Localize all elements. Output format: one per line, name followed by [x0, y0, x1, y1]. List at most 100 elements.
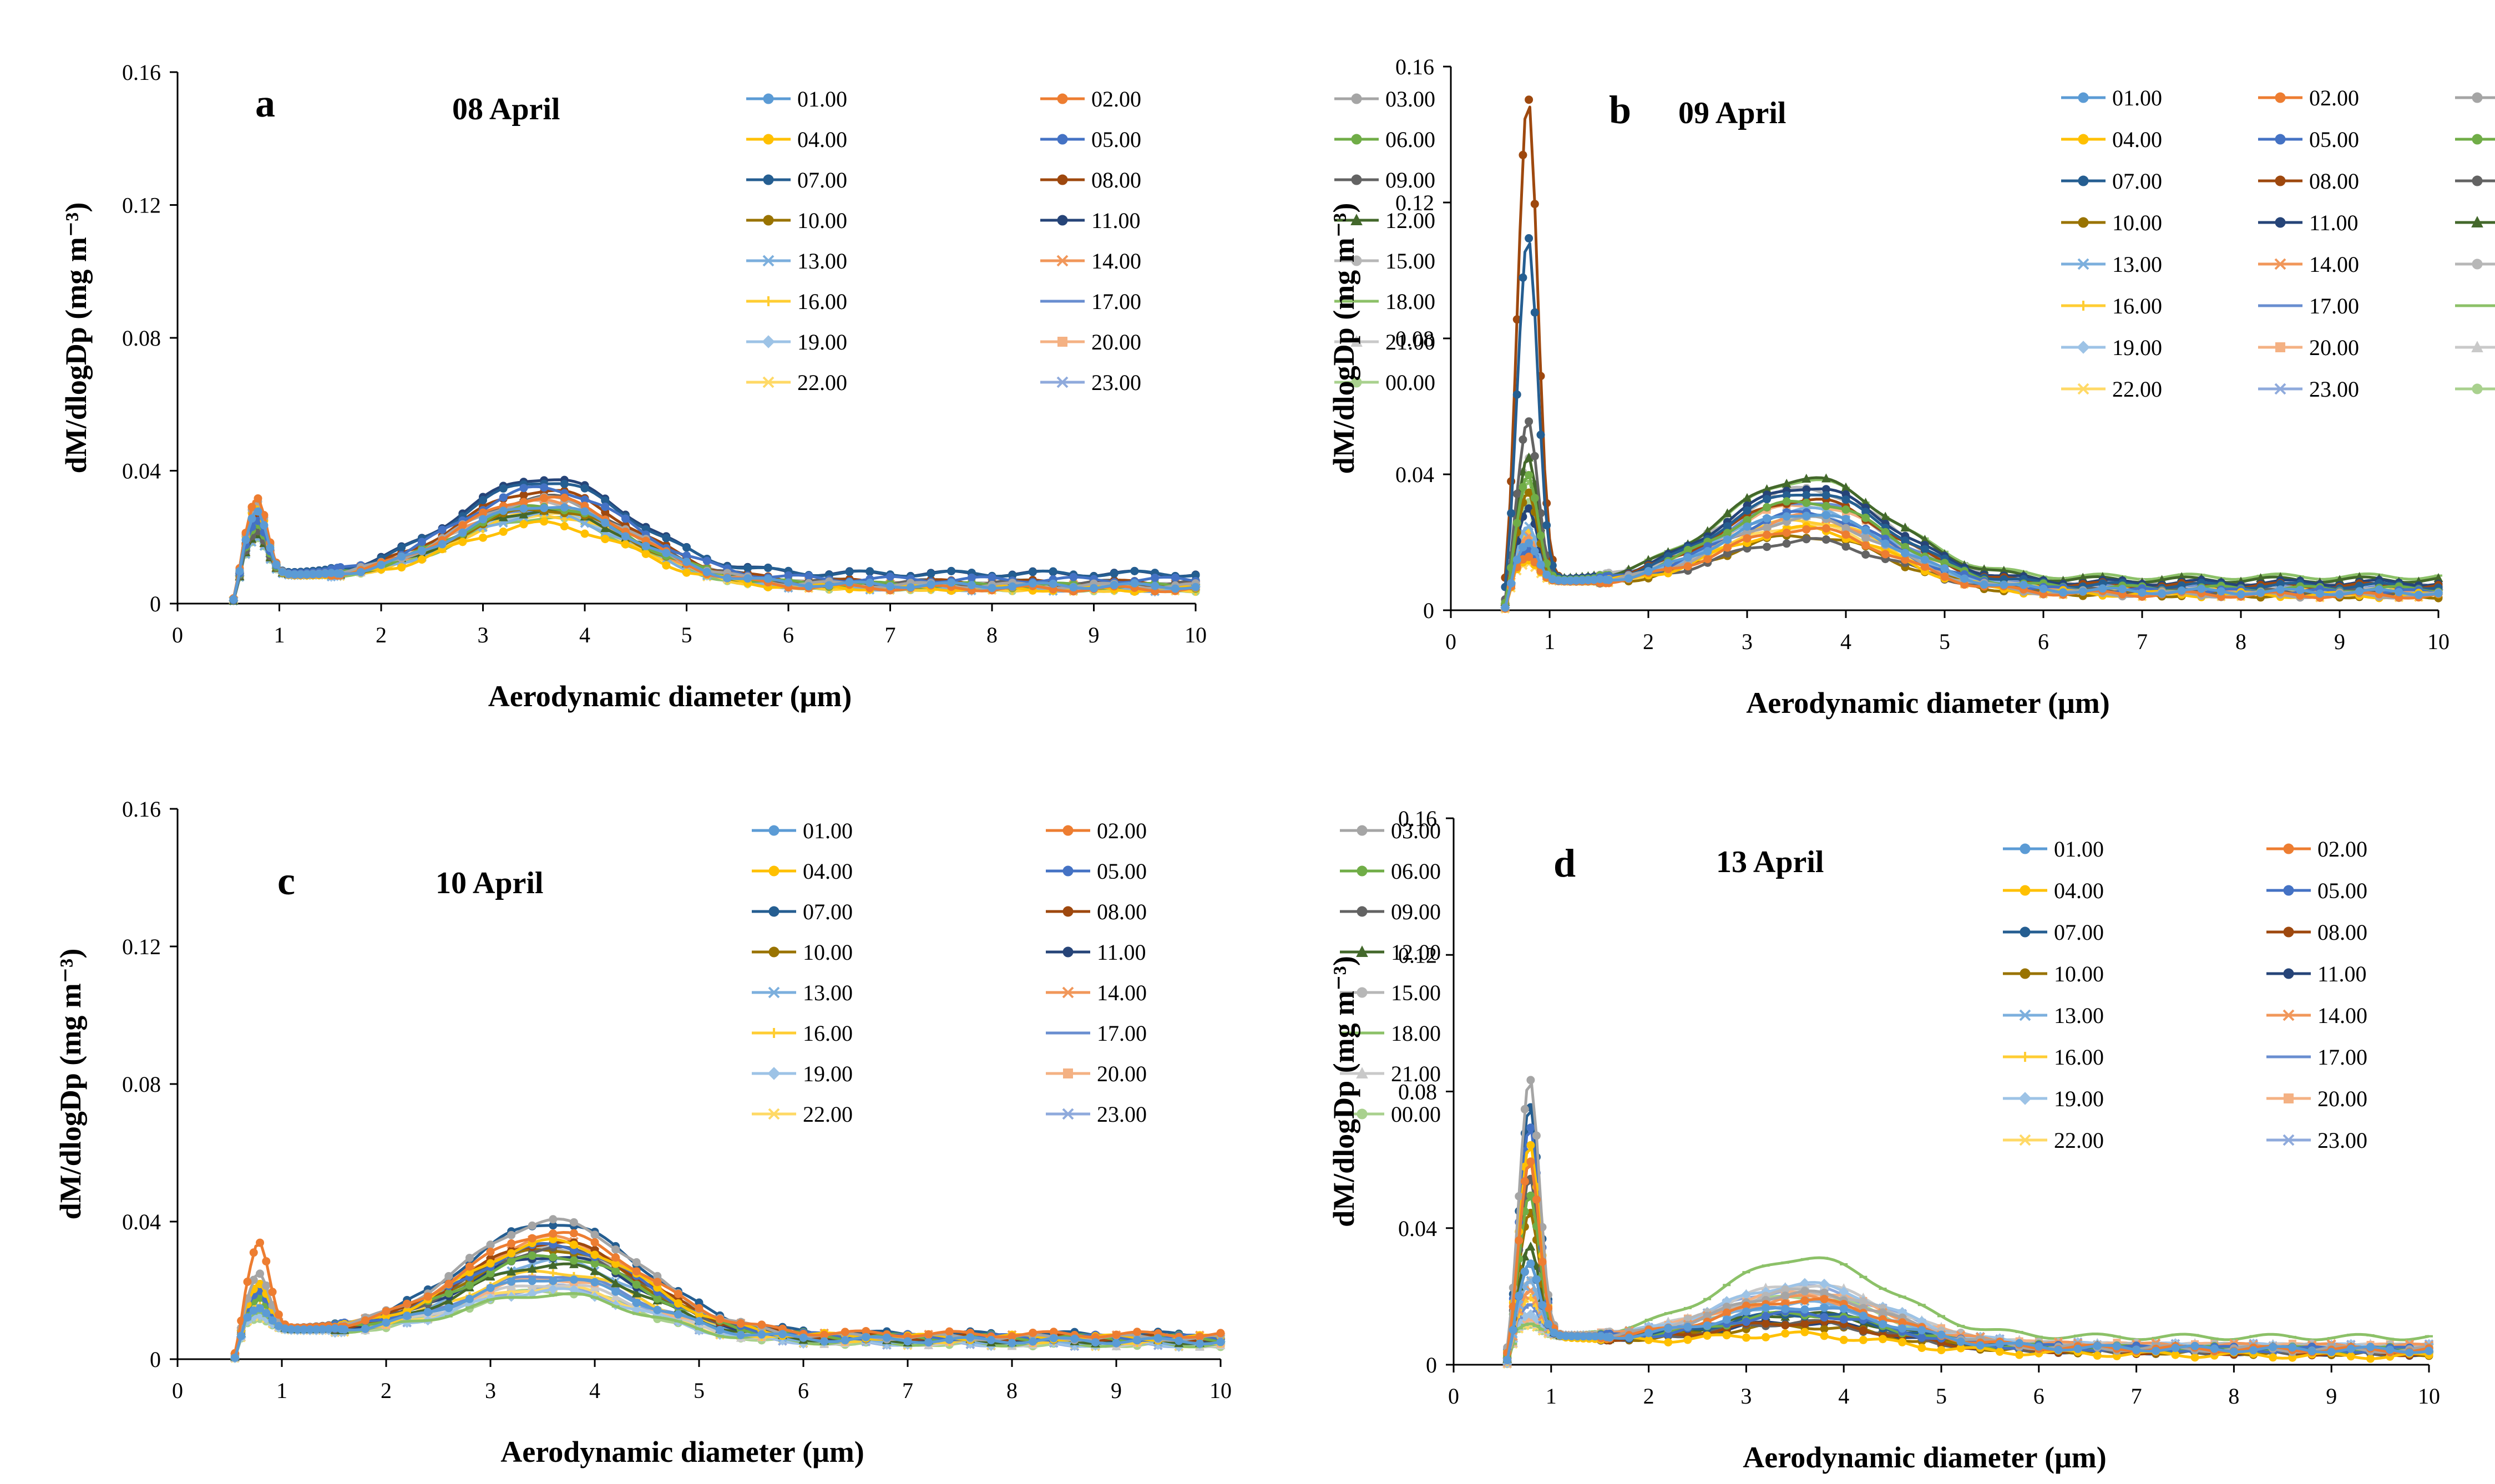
- data-point: [424, 1319, 432, 1322]
- x-tick-label: 6: [783, 622, 794, 647]
- legend-item-19.00: 19.00: [746, 330, 847, 354]
- x-tick-label: 0: [1445, 629, 1456, 654]
- data-point: [1743, 534, 1752, 543]
- data-point: [397, 543, 406, 552]
- data-point: [1049, 579, 1057, 588]
- data-point: [1151, 574, 1160, 583]
- legend-item-06.00: 06.00: [1340, 859, 1441, 884]
- data-point: [444, 1304, 453, 1313]
- data-point: [560, 522, 569, 531]
- data-point: [1703, 555, 1712, 564]
- data-point: [903, 1337, 912, 1346]
- data-point: [682, 568, 691, 577]
- legend-item-09.00: 09.00: [1334, 168, 1435, 193]
- data-point: [507, 1257, 516, 1265]
- data-point: [967, 573, 976, 582]
- data-point: [702, 556, 711, 565]
- data-point: [1841, 505, 1850, 514]
- data-point: [1028, 568, 1037, 576]
- legend-marker: [2275, 134, 2286, 145]
- y-tick-label: 0.04: [1395, 462, 1434, 487]
- y-tick-label: 0.16: [122, 60, 161, 85]
- data-point: [519, 509, 529, 519]
- data-point: [882, 1333, 891, 1342]
- data-point: [1861, 513, 1870, 522]
- legend-item-19.00: 19.00: [752, 1061, 853, 1086]
- data-point: [1743, 522, 1752, 531]
- data-point: [262, 1309, 271, 1318]
- data-point: [945, 1335, 954, 1344]
- data-point: [1069, 573, 1078, 581]
- data-point: [549, 1294, 557, 1296]
- data-point: [1112, 1330, 1121, 1339]
- data-point: [262, 1281, 271, 1290]
- data-point: [590, 1250, 599, 1259]
- data-point: [1195, 1339, 1204, 1348]
- data-point: [569, 1275, 578, 1284]
- legend-marker: [2078, 175, 2089, 186]
- legend-marker: [1057, 337, 1067, 347]
- data-point: [274, 1310, 283, 1319]
- legend-label: 08.00: [1091, 168, 1141, 193]
- data-point: [611, 1305, 620, 1308]
- data-point: [243, 1278, 252, 1287]
- x-tick-label: 5: [1939, 629, 1950, 654]
- data-point: [266, 544, 275, 553]
- data-point: [423, 1308, 432, 1316]
- data-point: [2098, 584, 2107, 593]
- legend-item-08.00: 08.00: [1040, 168, 1141, 193]
- legend-marker: [2078, 217, 2089, 228]
- legend-item-16.00: 16.00: [746, 289, 847, 314]
- legend-label: 13.00: [803, 980, 853, 1005]
- legend-label: 01.00: [797, 87, 847, 112]
- data-point: [260, 521, 269, 530]
- data-point: [458, 528, 467, 537]
- data-point: [784, 578, 793, 587]
- legend-label: 01.00: [803, 818, 853, 843]
- data-point: [262, 1257, 271, 1266]
- legend-item-23.00: 23.00: [1046, 1102, 1147, 1127]
- data-point: [1920, 563, 1929, 571]
- data-point: [458, 521, 467, 530]
- data-point: [507, 1277, 516, 1286]
- data-point: [403, 1299, 412, 1308]
- legend-label: 00.00: [1385, 370, 1435, 395]
- panel-letter: b: [1609, 88, 1631, 132]
- data-point: [528, 1296, 537, 1299]
- data-point: [1530, 494, 1539, 503]
- y-tick-label: 0.12: [1398, 943, 1437, 968]
- data-point: [417, 538, 426, 546]
- data-point: [632, 1267, 641, 1276]
- legend-label: 07.00: [803, 899, 853, 924]
- legend-marker: [2472, 305, 2482, 307]
- data-point: [1171, 573, 1180, 582]
- legend-label: 20.00: [1091, 330, 1141, 354]
- legend-marker: [1057, 93, 1068, 104]
- data-point: [486, 1247, 495, 1256]
- data-point: [235, 567, 244, 576]
- legend-item-20.00: 20.00: [1046, 1061, 1147, 1086]
- data-point: [1683, 562, 1692, 571]
- legend-item-22.00: 22.00: [752, 1102, 853, 1127]
- legend-label: 19.00: [797, 330, 847, 354]
- data-point: [479, 533, 487, 542]
- legend-marker: [768, 906, 780, 917]
- legend-label: 04.00: [803, 859, 853, 884]
- legend-marker: [2472, 175, 2483, 186]
- legend-label: 03.00: [1385, 87, 1435, 112]
- data-point: [763, 564, 772, 573]
- legend-label: 11.00: [2309, 210, 2359, 235]
- data-point: [695, 1317, 704, 1326]
- data-point: [549, 1277, 558, 1285]
- x-tick-label: 1: [274, 622, 285, 647]
- data-point: [569, 1240, 578, 1249]
- legend-marker: [1063, 1068, 1073, 1078]
- legend-marker: [2472, 92, 2483, 103]
- legend-label: 22.00: [803, 1102, 853, 1127]
- y-tick-label: 0.12: [122, 934, 161, 959]
- data-point: [1821, 502, 1830, 510]
- data-point: [2138, 588, 2147, 597]
- data-point: [1624, 574, 1633, 583]
- data-point: [444, 1272, 453, 1280]
- y-tick-label: 0.16: [1398, 806, 1437, 831]
